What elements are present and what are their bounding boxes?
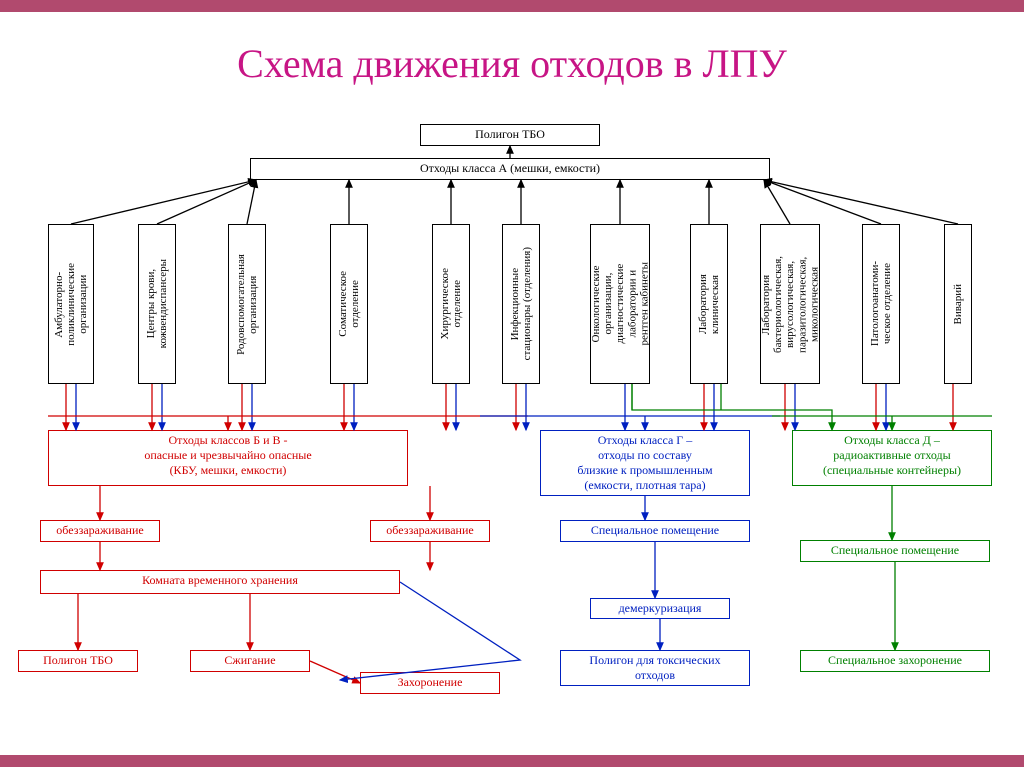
box-special-room-d: Специальное помещение xyxy=(800,540,990,562)
source-s9: Лабораториябактериологическая,вирусологи… xyxy=(760,224,820,384)
source-s8: Лабораторияклиническая xyxy=(690,224,728,384)
source-s4: Соматическоеотделение xyxy=(330,224,368,384)
source-s6: Инфекционныестационары (отделения) xyxy=(502,224,540,384)
box-class-bv: Отходы классов Б и В -опасные и чрезвыча… xyxy=(48,430,408,486)
box-temp-storage: Комната временного хранения xyxy=(40,570,400,594)
bottom-accent-bar xyxy=(0,755,1024,767)
box-toxic-landfill: Полигон для токсическихотходов xyxy=(560,650,750,686)
diagram-frame: Схема движения отходов в ЛПУ Полигон ТБО… xyxy=(0,0,1024,767)
box-disinfect-1: обеззараживание xyxy=(40,520,160,542)
box-class-a: Отходы класса А (мешки, емкости) xyxy=(250,158,770,180)
source-s2: Центры крови,кожвендиспансеры xyxy=(138,224,176,384)
page-title: Схема движения отходов в ЛПУ xyxy=(0,40,1024,87)
box-class-d: Отходы класса Д –радиоактивные отходы(сп… xyxy=(792,430,992,486)
box-landfill-top: Полигон ТБО xyxy=(420,124,600,146)
source-s10: Патологоанатоми-ческое отделение xyxy=(862,224,900,384)
source-s3: Родовспомогательнаяорганизация xyxy=(228,224,266,384)
box-landfill-2: Полигон ТБО xyxy=(18,650,138,672)
source-s11: Виварий xyxy=(944,224,972,384)
top-accent-bar xyxy=(0,0,1024,12)
box-demerc: демеркуризация xyxy=(590,598,730,619)
box-burial: Захоронение xyxy=(360,672,500,694)
box-class-g: Отходы класса Г –отходы по составублизки… xyxy=(540,430,750,496)
box-special-room-g: Специальное помещение xyxy=(560,520,750,542)
source-s7: Онкологическиеорганизации,диагностически… xyxy=(590,224,650,384)
box-disinfect-2: обеззараживание xyxy=(370,520,490,542)
box-special-burial: Специальное захоронение xyxy=(800,650,990,672)
source-s5: Хирургическоеотделение xyxy=(432,224,470,384)
source-s1: Амбулаторно-поликлиническиеорганизации xyxy=(48,224,94,384)
box-burn: Сжигание xyxy=(190,650,310,672)
